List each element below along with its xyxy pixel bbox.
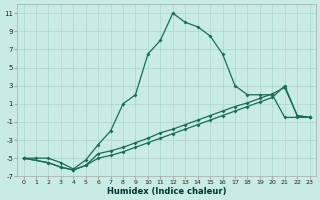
X-axis label: Humidex (Indice chaleur): Humidex (Indice chaleur) bbox=[107, 187, 226, 196]
